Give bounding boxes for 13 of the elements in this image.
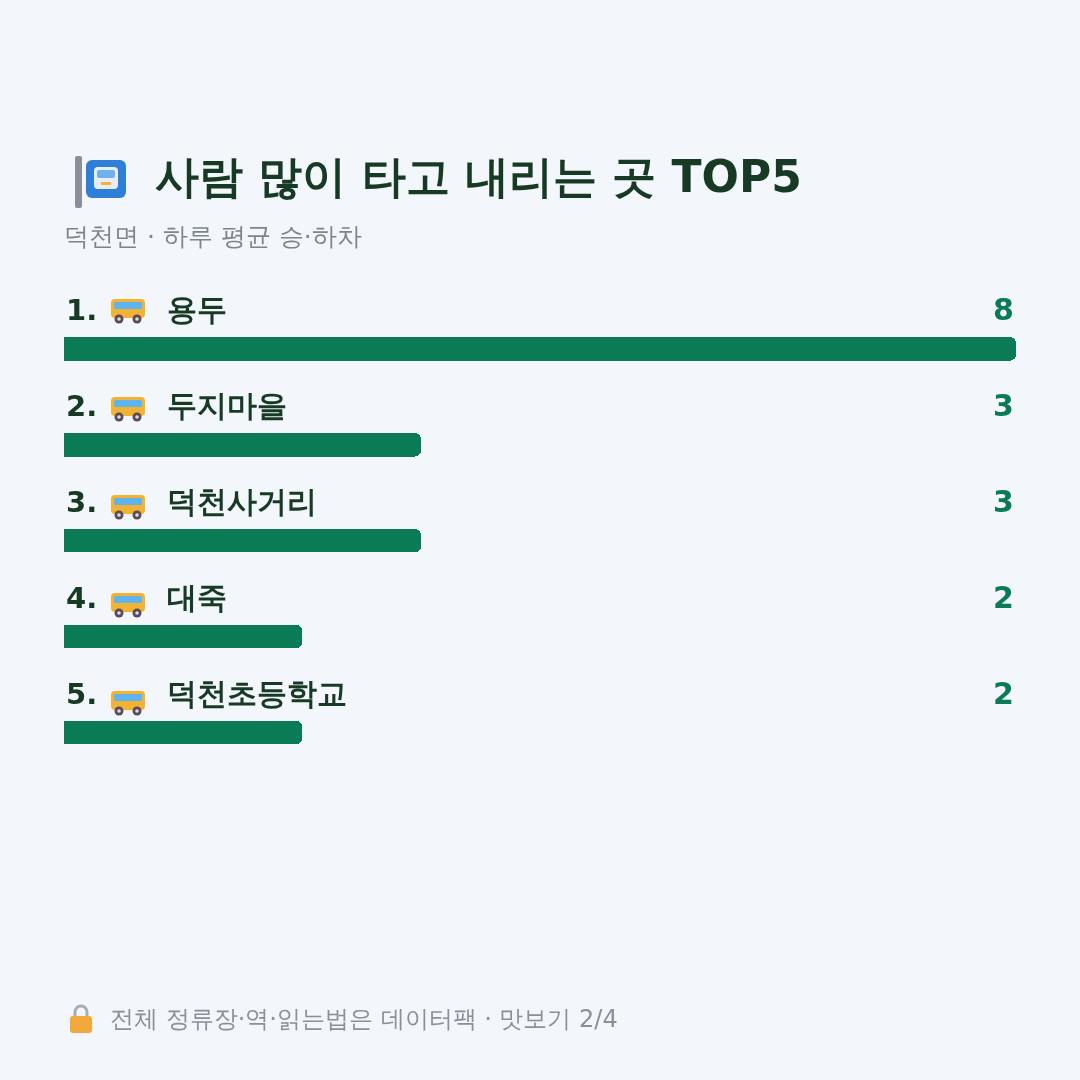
text: 전체 정류장·역·읽는법은 데이터팩 · 맛보기 2/4 [110,1004,618,1035]
chart-subtitle: 덕천면 · 하루 평균 승·하차 [64,221,362,253]
data-label: 2 [993,580,1014,615]
data-label: 3 [993,388,1014,423]
category-label: 5. 덕천초등학교 [66,676,347,711]
category-label: 4. 대죽 [66,580,227,615]
data-label: 8 [993,292,1014,327]
category-label: 1. 용두 [66,292,227,327]
chart-title: 사람 많이 타고 내리는 곳 TOP5 [155,150,802,204]
category-label: 2. 두지마을 [66,388,287,423]
data-label: 3 [993,484,1014,519]
category-label: 3. 덕천사거리 [66,484,317,519]
data-label: 2 [993,676,1014,711]
